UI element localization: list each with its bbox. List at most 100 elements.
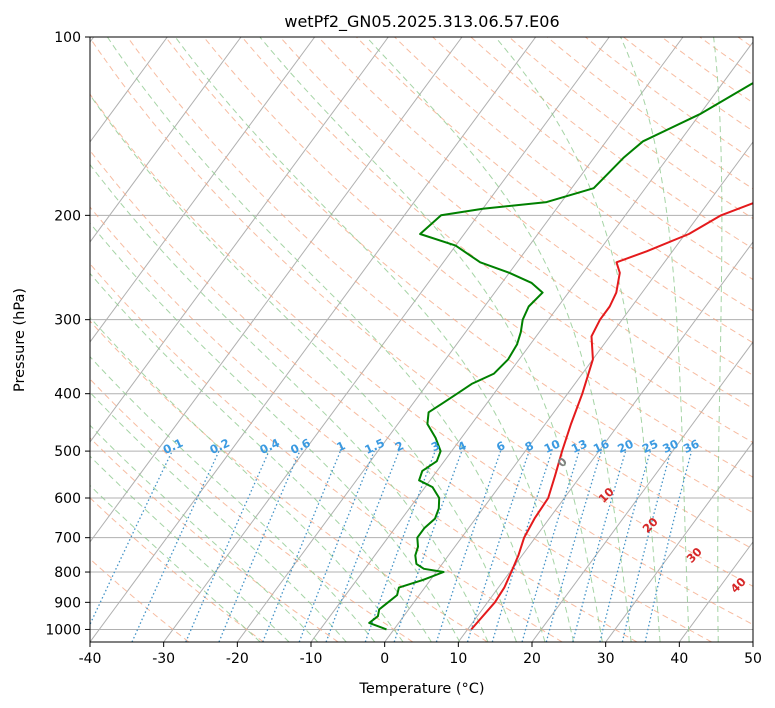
- mixing-ratio-label: 1: [334, 438, 347, 454]
- dry-adiabat: [356, 37, 753, 344]
- dry-adiabat: [90, 497, 264, 642]
- isotherm-line: [457, 241, 753, 642]
- y-tick-label: 100: [54, 30, 81, 46]
- mixing-ratio-line: [545, 450, 602, 642]
- mixing-ratio-line: [325, 450, 400, 642]
- dry-adiabat: [317, 37, 753, 376]
- x-tick-label: -20: [226, 651, 249, 667]
- y-tick-label: 900: [54, 595, 81, 611]
- mixing-ratio-line: [185, 450, 270, 642]
- dry-adiabat: [90, 149, 712, 642]
- mixing-ratio-line: [621, 450, 672, 642]
- isotherm-line: [236, 37, 684, 642]
- dry-adiabat: [90, 437, 339, 642]
- moist-adiabat: [620, 37, 690, 642]
- chart-title: wetPf2_GN05.2025.313.06.57.E06: [284, 12, 559, 32]
- isotherm-line: [90, 37, 537, 642]
- mixing-ratio-line: [218, 450, 301, 642]
- moist-adiabat-label: 40: [728, 575, 749, 596]
- dry-adiabat-label: -20: [0, 383, 4, 408]
- y-tick-label: 500: [54, 444, 81, 460]
- dewpoint-profile-line: [368, 82, 753, 631]
- dry-adiabat: [90, 37, 753, 587]
- dry-adiabat: [90, 320, 488, 642]
- x-tick-label: 50: [744, 651, 762, 667]
- dry-adiabat: [546, 37, 753, 190]
- moist-adiabat: [90, 424, 319, 642]
- moist-adiabat: [90, 222, 461, 642]
- dry-adiabat: [279, 37, 753, 410]
- mixing-ratio-label: 0.4: [257, 436, 281, 457]
- mixing-ratio-line: [393, 450, 463, 642]
- isotherm-line: [90, 37, 316, 343]
- isolines-layer: [90, 37, 753, 642]
- y-tick-label: 400: [54, 387, 81, 403]
- moist-adiabat: [90, 316, 404, 642]
- moist-adiabat-label: 30: [684, 545, 705, 566]
- x-tick-label: 10: [449, 651, 467, 667]
- dry-adiabat: [165, 37, 753, 514]
- dry-adiabat: [470, 37, 753, 250]
- moist-adiabat: [259, 37, 603, 642]
- moist-adiabat: [90, 272, 432, 642]
- y-tick-label: 600: [54, 491, 81, 507]
- moist-adiabat-label: 10: [596, 485, 617, 506]
- y-tick-label: 1000: [45, 622, 81, 638]
- mixing-ratio-line: [521, 450, 580, 642]
- isotherm-line: [310, 41, 753, 642]
- dry-adiabat-label: -10: [68, 416, 92, 441]
- mixing-ratio-label: 6: [494, 438, 507, 454]
- dry-adiabat: [90, 263, 563, 642]
- y-tick-label: 700: [54, 531, 81, 547]
- mixing-ratio-line: [572, 450, 627, 642]
- isotherm-line: [90, 37, 463, 543]
- mixing-ratio-label: 20: [615, 437, 635, 456]
- mixing-ratio-label: 0.6: [288, 436, 312, 457]
- isotherm-line: [531, 341, 753, 642]
- isotherm-line: [605, 441, 753, 642]
- mixing-ratio-line: [466, 450, 530, 642]
- x-tick-label: 0: [380, 651, 389, 667]
- x-tick-label: 40: [670, 651, 688, 667]
- mixing-ratio-label: 16: [591, 437, 611, 456]
- y-tick-label: 300: [54, 313, 81, 329]
- dry-adiabat: [737, 37, 753, 49]
- mixing-ratio-label: 13: [569, 437, 589, 456]
- dry-adiabat: [90, 206, 638, 642]
- moist-adiabat: [713, 37, 723, 642]
- mixing-ratio-label: 30: [660, 437, 680, 456]
- x-tick-label: 20: [523, 651, 541, 667]
- y-tick-label: 800: [54, 565, 81, 581]
- mixing-ratio-line: [491, 450, 553, 642]
- moist-adiabat: [90, 455, 290, 642]
- series-layer: [368, 82, 753, 631]
- isotherm-line: [90, 37, 389, 443]
- moist-adiabat: [366, 37, 632, 642]
- dry-adiabat: [432, 37, 753, 281]
- isotherm-line: [752, 641, 753, 642]
- plot-frame: [89, 36, 754, 643]
- dry-adiabat: [127, 37, 753, 550]
- mixing-ratio-line: [90, 450, 173, 626]
- grid-layer: [90, 37, 753, 642]
- moist-adiabat: [90, 355, 376, 642]
- dry-adiabat: [508, 37, 753, 220]
- dry-adiabat: [90, 378, 414, 642]
- mixing-ratio-label: 0.1: [161, 436, 185, 457]
- moist-adiabat: [106, 37, 546, 642]
- isotherm-line: [384, 141, 753, 642]
- x-tick-label: -30: [152, 651, 175, 667]
- isotherm-line: [90, 37, 242, 243]
- mixing-ratio-line: [298, 450, 375, 642]
- mixing-ratio-label: 1.5: [362, 436, 386, 457]
- x-tick-label: -40: [79, 651, 102, 667]
- mixing-ratio-line: [599, 450, 651, 642]
- temperature-profile-line: [470, 202, 753, 631]
- isotherm-line: [163, 37, 610, 642]
- moist-adiabat: [90, 484, 261, 642]
- dry-adiabat: [90, 93, 753, 626]
- x-tick-label: 30: [597, 651, 615, 667]
- mixing-ratio-label: 36: [681, 437, 701, 456]
